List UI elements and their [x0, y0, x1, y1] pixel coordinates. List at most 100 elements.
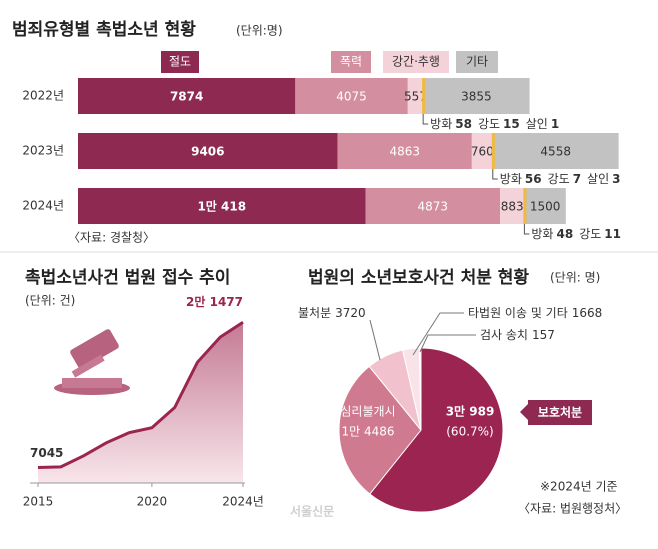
breakdown-value: 15: [503, 117, 520, 131]
y-tick-label: 2022년: [22, 89, 64, 103]
legend-swatch: [161, 51, 199, 73]
breakdown: 방화 48 강도 11: [531, 227, 621, 241]
area-fill: [38, 322, 243, 483]
y-tick-label: 2024년: [22, 199, 64, 213]
breakdown-label: 방화: [430, 117, 452, 131]
value-label: 557: [404, 90, 427, 104]
value-label: 1500: [530, 200, 561, 214]
bar-segment: [365, 188, 501, 224]
legend-swatch: [331, 51, 371, 73]
breakdown-label: 방화: [531, 227, 553, 241]
minor-crimes-sliver: [491, 133, 495, 169]
chart-title: 범죄유형별 촉법소년 현황: [12, 19, 196, 40]
value-label: 4863: [389, 145, 420, 159]
category-label: 검사 송치: [480, 328, 528, 342]
legend-swatch: [456, 51, 498, 73]
gavel-head: [70, 329, 119, 370]
value-label: 7874: [170, 90, 203, 104]
logo: 서울신문: [290, 504, 334, 519]
value-label: 9406: [191, 145, 224, 159]
chart-title: 법원의 소년보호사건 처분 현황: [308, 268, 529, 288]
legend-label: 폭력: [340, 55, 362, 69]
value-label: 2만 1477: [186, 294, 243, 309]
value-label: 1668: [572, 306, 603, 320]
value-label: 760: [471, 145, 494, 159]
bar-segment: [78, 188, 366, 224]
bar-segment: [423, 78, 530, 114]
gavel-base: [62, 378, 122, 388]
slice-label: 검사 송치 157: [480, 328, 555, 342]
unit: (단위: 건): [25, 294, 75, 308]
value-label: 4873: [418, 200, 449, 214]
legend-swatch: [383, 51, 449, 73]
value-label: 4558: [540, 145, 571, 159]
slice-label: 타법원 이송 및 기타 1668: [468, 306, 602, 320]
breakdown-label: 강도: [478, 117, 500, 131]
breakdown-value: 58: [455, 117, 472, 131]
value-label: 883: [501, 200, 524, 214]
breakdown: 방화 58 강도 15 살인 1: [430, 117, 559, 131]
value-label: 1만 4486: [341, 425, 394, 439]
value-label: 3855: [461, 90, 492, 104]
bar-segment: [471, 133, 493, 169]
bar-segment: [500, 188, 525, 224]
leader-line: [412, 312, 464, 356]
slice-label: 불처분 3720: [298, 306, 366, 320]
value-label: 3720: [335, 306, 366, 320]
minor-crimes-sliver: [523, 188, 527, 224]
value-label: 3만 989: [446, 404, 495, 419]
unit: (단위: 명): [550, 271, 600, 285]
leader-line: [369, 319, 381, 361]
leader-line: [422, 114, 429, 125]
gavel-handle: [71, 354, 105, 378]
callout-box: [520, 400, 592, 425]
breakdown: 방화 56 강도 7 살인 3: [500, 172, 621, 186]
legend-label: 기타: [466, 55, 488, 69]
breakdown-label: 강도: [579, 227, 601, 241]
unit: (단위:명): [236, 24, 283, 38]
value-label: 157: [532, 328, 555, 342]
breakdown-label: 방화: [500, 172, 522, 186]
value-label: 1만 418: [197, 199, 246, 214]
breakdown-value: 56: [525, 172, 542, 186]
share-label: (60.7%): [446, 425, 493, 439]
breakdown-label: 강도: [548, 172, 570, 186]
bar-segment: [295, 78, 408, 114]
breakdown-value: 11: [604, 227, 621, 241]
breakdown-label: 살인: [526, 117, 548, 131]
bar-segment: [337, 133, 472, 169]
note: ※2024년 기준: [540, 480, 618, 494]
category-label: 심리불개시: [340, 405, 395, 419]
bar-segment: [492, 133, 619, 169]
breakdown-value: 48: [556, 227, 573, 241]
breakdown-value: 3: [612, 172, 620, 186]
pie-slice: [418, 347, 422, 431]
legend-label: 강간·추행: [392, 54, 440, 69]
category-label: 보호처분: [538, 405, 582, 420]
leader-line: [419, 334, 476, 353]
bar-segment: [78, 78, 296, 114]
pie-slice: [338, 365, 422, 495]
y-tick-label: 2023년: [22, 144, 64, 158]
leader-line: [523, 224, 530, 235]
category-label: 타법원 이송 및 기타: [468, 306, 568, 320]
value-label: 4075: [336, 90, 367, 104]
value-label: 7045: [30, 446, 63, 460]
source: 〈자료: 법원행정처〉: [518, 501, 627, 516]
line: [37, 321, 244, 469]
gavel-icon: [54, 329, 130, 395]
x-tick-label: 2024년: [222, 495, 264, 509]
bar-segment: [524, 188, 566, 224]
chart-title: 촉법소년사건 법원 접수 추이: [25, 268, 230, 288]
pie-slice: [369, 347, 504, 513]
bar-segment: [407, 78, 424, 114]
minor-crimes-sliver: [422, 78, 426, 114]
legend-label: 절도: [169, 55, 191, 69]
x-tick-label: 2020: [137, 495, 168, 509]
category-label: 불처분: [298, 306, 331, 320]
source: 〈자료: 경찰청〉: [68, 231, 155, 245]
x-tick-label: 2015: [23, 495, 54, 509]
breakdown-value: 7: [573, 172, 581, 186]
breakdown-value: 1: [551, 117, 559, 131]
